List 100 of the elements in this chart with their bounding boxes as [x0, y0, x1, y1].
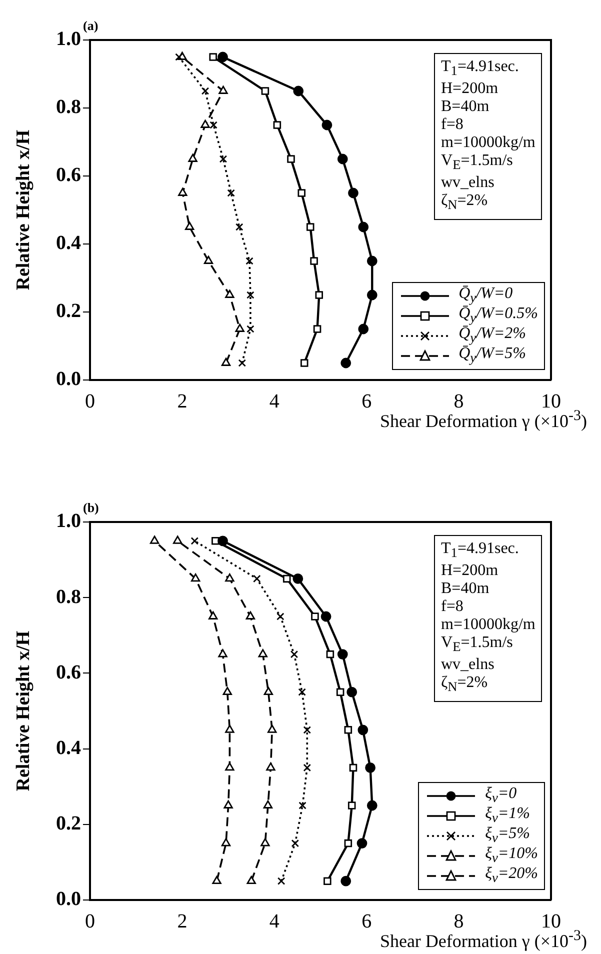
x-tick-label: 2 — [177, 910, 188, 932]
y-tick-label: 0.8 — [56, 586, 81, 608]
point — [346, 686, 358, 698]
legend-label: ξ$_{ν}$=20% — [485, 865, 538, 887]
point — [313, 325, 322, 333]
legend-label: ξ$_{ν}$=1% — [485, 805, 530, 826]
y-tick-label: 1.0 — [56, 28, 81, 50]
point — [212, 537, 220, 545]
x-tick-label: 0 — [85, 390, 95, 412]
point — [235, 324, 244, 332]
x-tick-label: 4 — [269, 910, 280, 932]
point — [219, 155, 228, 163]
annotation: m=10000kg/m — [441, 616, 536, 634]
point — [298, 688, 306, 696]
annotation: wv_elns — [441, 174, 496, 192]
legend-label: Q̄$_{y}$/W=0.5% — [458, 305, 538, 326]
x-tick-label: 0 — [85, 910, 95, 932]
y-tick-label: 0.8 — [56, 96, 81, 118]
point — [290, 650, 298, 658]
point — [258, 649, 268, 658]
point — [175, 53, 183, 61]
annotation: H=200m — [441, 562, 500, 580]
point — [344, 726, 352, 734]
point — [246, 876, 256, 884]
annotation: ζ$_{N}$=2% — [441, 674, 489, 697]
point — [208, 611, 218, 620]
point — [287, 155, 295, 163]
point — [178, 188, 188, 196]
point — [225, 574, 234, 582]
point — [337, 649, 348, 660]
legend-label: Q̄$_{y}$/W=2% — [458, 325, 526, 346]
point — [340, 876, 352, 886]
point — [210, 121, 218, 129]
point — [291, 839, 300, 848]
point — [324, 877, 332, 885]
chart-title: (a) — [83, 18, 98, 34]
x-tick-label: 6 — [362, 390, 372, 412]
y-tick-label: 0.4 — [56, 232, 81, 254]
x-tick-label: 6 — [362, 910, 372, 932]
point — [358, 324, 369, 334]
annotation: V$_{E}$=1.5m/s — [441, 152, 514, 174]
point — [204, 256, 214, 264]
point — [366, 290, 378, 300]
point — [225, 290, 234, 298]
point — [264, 686, 274, 696]
legend-label: ξ$_{ν}$=0 — [485, 785, 517, 806]
point — [218, 536, 228, 546]
point — [366, 256, 378, 266]
point — [221, 838, 231, 846]
point — [326, 650, 334, 658]
point — [340, 358, 352, 368]
point — [225, 724, 234, 733]
point — [150, 536, 160, 544]
annotation: T$_{1}$=4.91sec. — [441, 58, 520, 80]
point — [225, 762, 234, 771]
point — [282, 574, 291, 583]
point — [212, 876, 222, 884]
point — [201, 87, 210, 95]
point — [293, 86, 304, 96]
point — [358, 222, 369, 232]
point — [184, 222, 194, 230]
point — [277, 877, 286, 885]
point — [246, 325, 254, 333]
annotation: B=40m — [441, 98, 490, 116]
annotation: f=8 — [441, 116, 464, 134]
point — [246, 611, 256, 620]
point — [209, 53, 217, 61]
point — [292, 574, 304, 584]
point — [322, 120, 332, 130]
point — [315, 291, 323, 299]
y-axis-title: Relative Height x/H — [13, 630, 35, 794]
annotation: H=200m — [441, 80, 500, 98]
point — [276, 612, 284, 620]
y-tick-label: 0.2 — [56, 300, 81, 322]
y-tick-label: 0.4 — [56, 736, 81, 759]
annotation: B=40m — [441, 580, 490, 598]
point — [320, 611, 332, 622]
point — [268, 724, 277, 733]
point — [246, 291, 254, 299]
x-tick-label: 4 — [269, 390, 280, 412]
x-tick-label: 2 — [177, 390, 188, 412]
point — [348, 802, 356, 810]
point — [222, 686, 232, 696]
point — [190, 574, 200, 582]
point — [227, 189, 235, 197]
point — [303, 764, 312, 772]
point — [253, 574, 261, 583]
y-axis-title: Relative Height x/H — [13, 128, 35, 292]
point — [311, 612, 319, 620]
point — [218, 649, 228, 658]
point — [235, 223, 244, 231]
point — [349, 764, 358, 772]
legend-label: ξ$_{ν}$=10% — [485, 845, 538, 866]
point — [365, 762, 376, 773]
annotation: T$_{1}$=4.91sec. — [441, 540, 520, 562]
legend-label: Q̄$_{y}$/W=0 — [458, 285, 513, 306]
point — [298, 802, 306, 810]
point — [310, 257, 318, 265]
point — [221, 358, 231, 366]
point — [238, 359, 246, 367]
